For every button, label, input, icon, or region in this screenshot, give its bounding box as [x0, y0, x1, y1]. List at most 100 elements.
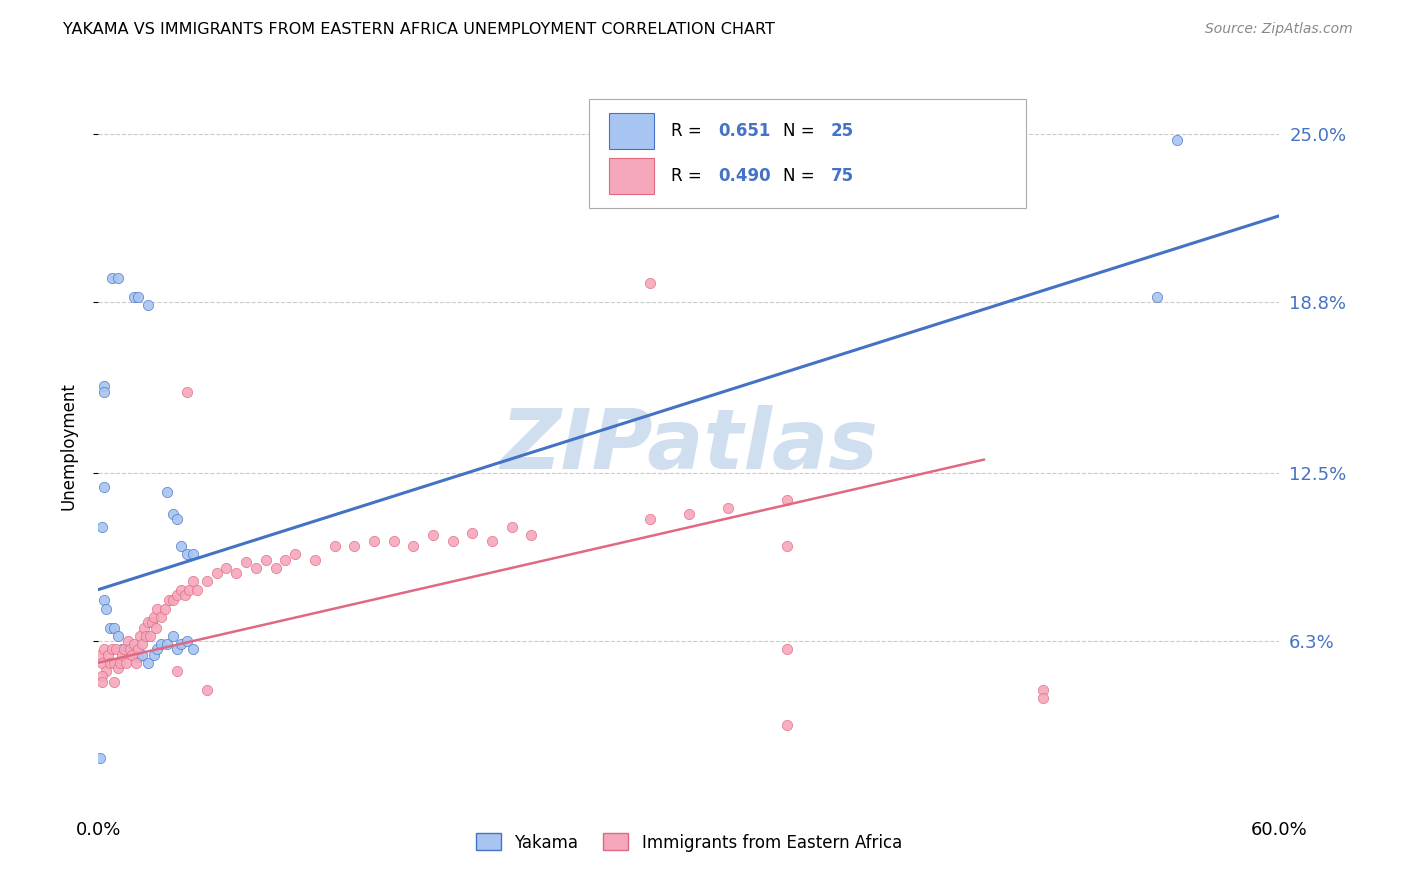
- Point: [254, 553, 277, 567]
- Text: YAKAMA VS IMMIGRANTS FROM EASTERN AFRICA UNEMPLOYMENT CORRELATION CHART: YAKAMA VS IMMIGRANTS FROM EASTERN AFRICA…: [63, 22, 775, 37]
- Point: [111, 648, 134, 662]
- Point: [103, 620, 125, 634]
- Point: [274, 553, 297, 567]
- Point: [422, 528, 444, 542]
- Point: [89, 648, 111, 662]
- Point: [776, 642, 799, 657]
- Point: [125, 656, 148, 670]
- Point: [186, 582, 208, 597]
- Point: [111, 642, 134, 657]
- Point: [235, 556, 257, 570]
- Point: [112, 642, 135, 657]
- Point: [146, 601, 169, 615]
- Point: [142, 609, 165, 624]
- Point: [245, 561, 267, 575]
- Point: [284, 547, 307, 561]
- Text: ZIPatlas: ZIPatlas: [501, 406, 877, 486]
- Legend: Yakama, Immigrants from Eastern Africa: Yakama, Immigrants from Eastern Africa: [470, 827, 908, 858]
- Point: [1032, 682, 1054, 697]
- Point: [142, 648, 165, 662]
- Point: [107, 271, 129, 285]
- Point: [131, 637, 153, 651]
- Point: [141, 615, 163, 629]
- Point: [166, 512, 188, 526]
- Point: [638, 277, 661, 291]
- Point: [107, 661, 129, 675]
- Point: [1146, 290, 1168, 304]
- Point: [117, 634, 139, 648]
- Point: [122, 637, 145, 651]
- Point: [107, 629, 129, 643]
- Point: [122, 290, 145, 304]
- Point: [122, 648, 145, 662]
- Point: [93, 384, 115, 399]
- Point: [105, 642, 128, 657]
- Point: [174, 588, 197, 602]
- Point: [264, 561, 287, 575]
- Point: [103, 674, 125, 689]
- Point: [150, 637, 173, 651]
- FancyBboxPatch shape: [589, 99, 1025, 209]
- Point: [98, 656, 121, 670]
- Point: [481, 533, 503, 548]
- Point: [145, 620, 167, 634]
- Point: [501, 520, 523, 534]
- Point: [117, 642, 139, 657]
- Point: [93, 642, 115, 657]
- Text: N =: N =: [783, 122, 820, 140]
- Y-axis label: Unemployment: Unemployment: [59, 382, 77, 510]
- Point: [157, 593, 180, 607]
- Point: [93, 593, 115, 607]
- Point: [205, 566, 228, 581]
- Point: [343, 539, 366, 553]
- Point: [181, 574, 204, 589]
- Text: R =: R =: [671, 122, 707, 140]
- Point: [118, 642, 141, 657]
- Point: [402, 539, 425, 553]
- Point: [181, 547, 204, 561]
- Point: [678, 507, 700, 521]
- Point: [170, 637, 193, 651]
- Point: [136, 615, 159, 629]
- Point: [195, 574, 218, 589]
- Point: [138, 629, 160, 643]
- Point: [103, 656, 125, 670]
- Point: [215, 561, 238, 575]
- Point: [776, 718, 799, 732]
- Point: [304, 553, 326, 567]
- Point: [91, 669, 114, 683]
- Point: [170, 539, 193, 553]
- Point: [1032, 690, 1054, 705]
- Point: [195, 682, 218, 697]
- Point: [323, 539, 346, 553]
- Point: [91, 520, 114, 534]
- Point: [156, 637, 179, 651]
- Point: [91, 674, 114, 689]
- Point: [176, 634, 198, 648]
- Point: [115, 656, 138, 670]
- Text: 25: 25: [831, 122, 853, 140]
- Point: [176, 547, 198, 561]
- Point: [108, 656, 131, 670]
- Point: [461, 525, 484, 540]
- Point: [135, 629, 157, 643]
- Point: [127, 642, 149, 657]
- Text: R =: R =: [671, 167, 707, 185]
- Point: [97, 648, 120, 662]
- FancyBboxPatch shape: [609, 158, 654, 194]
- Point: [181, 642, 204, 657]
- Point: [382, 533, 405, 548]
- Point: [166, 664, 188, 678]
- Point: [717, 501, 740, 516]
- Text: 0.490: 0.490: [718, 167, 770, 185]
- Point: [131, 648, 153, 662]
- Point: [150, 609, 173, 624]
- Point: [166, 642, 188, 657]
- Point: [441, 533, 464, 548]
- Text: 75: 75: [831, 167, 853, 185]
- Point: [162, 507, 184, 521]
- Point: [136, 656, 159, 670]
- Point: [1166, 133, 1188, 147]
- Text: N =: N =: [783, 167, 820, 185]
- Point: [776, 539, 799, 553]
